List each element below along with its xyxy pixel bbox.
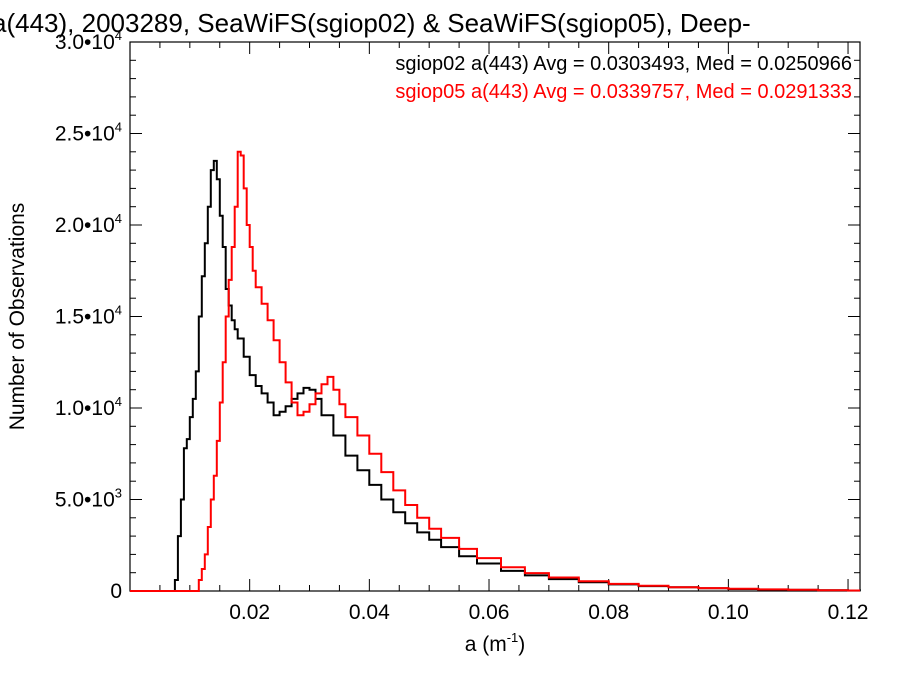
y-tick-exponent: 3 — [115, 486, 122, 501]
y-tick-label: 2.0•104 — [55, 211, 122, 237]
x-tick-labels: 0.02 0.04 0.06 0.08 0.10 0.12 — [229, 601, 868, 624]
x-tick-label: 0.06 — [469, 601, 510, 624]
x-tick-label: 0.12 — [828, 601, 869, 624]
x-tick-label: 0.08 — [588, 601, 629, 624]
y-tick-label: 2.5•104 — [55, 120, 122, 146]
y-tick-mantissa: 1.5•10 — [55, 306, 115, 329]
x-tick-label: 0.02 — [229, 601, 270, 624]
legend-entry-sgiop02: sgiop02 a(443) Avg = 0.0303493, Med = 0.… — [395, 53, 852, 75]
y-tick-mantissa: 3.0•10 — [55, 31, 115, 54]
y-tick-mantissa: 2.0•10 — [55, 214, 115, 237]
y-tick-exponent: 4 — [115, 394, 122, 409]
y-tick-label: 3.0•104 — [55, 28, 122, 54]
y-tick-exponent: 4 — [115, 28, 122, 43]
y-tick-exponent: 4 — [115, 211, 122, 226]
y-tick-label: 1.0•104 — [55, 394, 122, 420]
series-layer — [130, 150, 861, 592]
chart-title: a(443), 2003289, SeaWiFS(sgiop02) & SeaW… — [0, 8, 751, 38]
y-axis-label: Number of Observations — [6, 203, 29, 431]
series-line-sgiop05 — [130, 150, 860, 592]
y-tick-label: 0 — [110, 580, 122, 603]
axis-ticks — [130, 41, 860, 592]
y-tick-mantissa: 1.0•10 — [55, 397, 115, 420]
y-tick-mantissa: 5.0•10 — [55, 489, 115, 512]
legend: sgiop02 a(443) Avg = 0.0303493, Med = 0.… — [395, 53, 852, 103]
series-line-sgiop02 — [130, 159, 861, 592]
x-axis-label-end: ) — [518, 633, 525, 656]
y-tick-mantissa: 0 — [110, 580, 122, 603]
y-tick-label: 5.0•103 — [55, 486, 122, 512]
y-tick-exponent: 4 — [115, 120, 122, 135]
x-axis-label: a (m-1) — [465, 630, 526, 656]
y-tick-label: 1.5•104 — [55, 303, 122, 329]
y-tick-labels: 05.0•1031.0•1041.5•1042.0•1042.5•1043.0•… — [55, 28, 122, 603]
x-tick-label: 0.10 — [708, 601, 749, 624]
x-axis-label-main: a (m — [465, 633, 507, 656]
y-tick-exponent: 4 — [115, 303, 122, 318]
legend-entry-sgiop05: sgiop05 a(443) Avg = 0.0339757, Med = 0.… — [395, 81, 852, 103]
y-tick-mantissa: 2.5•10 — [55, 123, 115, 146]
x-axis-label-exponent: -1 — [507, 630, 519, 645]
plot-frame — [129, 41, 861, 592]
x-tick-label: 0.04 — [349, 601, 390, 624]
